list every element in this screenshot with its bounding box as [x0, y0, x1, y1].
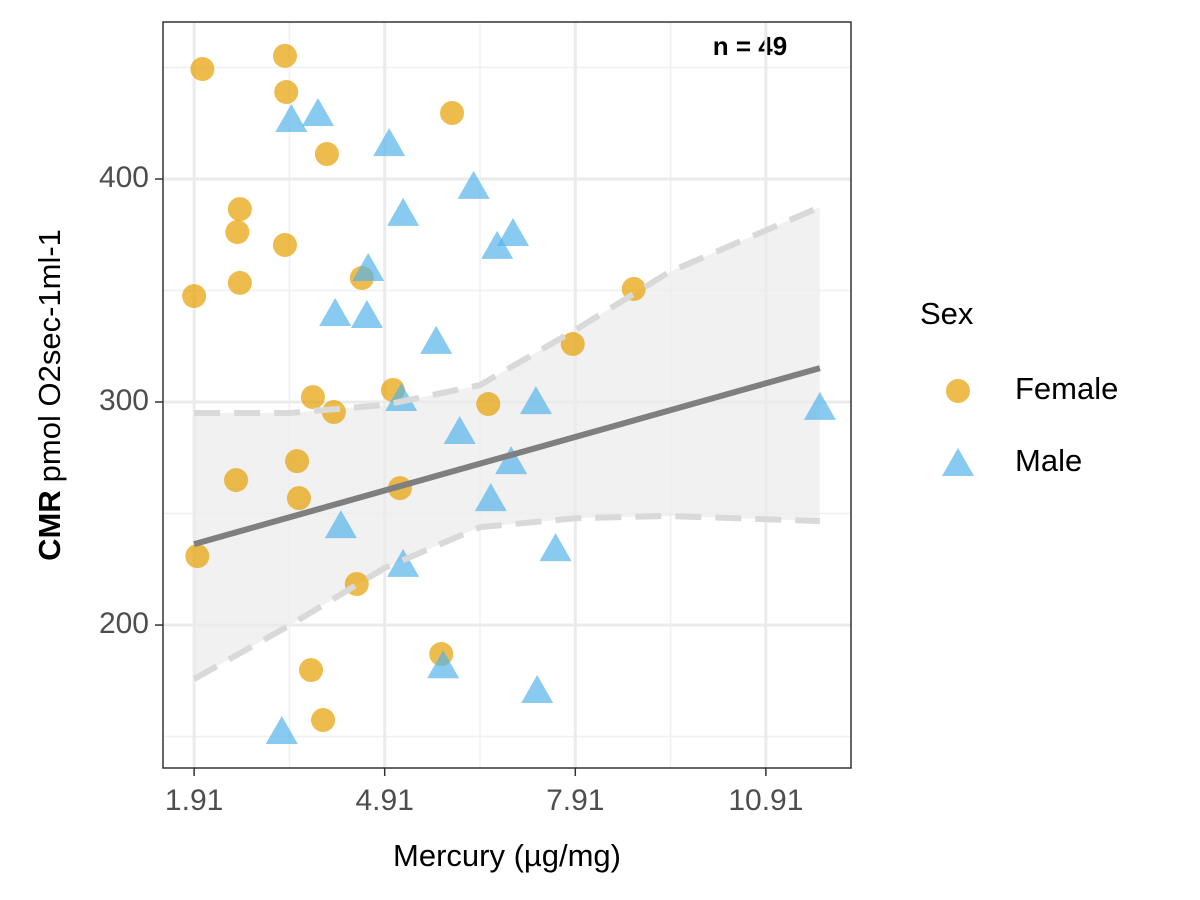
legend-title: Sex: [920, 296, 974, 331]
point: [182, 284, 207, 309]
x-tick-label: 4.91: [356, 784, 414, 817]
x-axis-title: Mercury (µg/mg): [393, 838, 621, 873]
point: [443, 416, 476, 445]
legend-marker: [942, 448, 974, 476]
point: [420, 325, 453, 354]
point: [314, 142, 339, 167]
point: [427, 650, 460, 679]
point: [227, 197, 252, 222]
point: [299, 658, 324, 683]
x-tick-label: 7.91: [546, 784, 604, 817]
point: [497, 217, 530, 246]
confidence-band: [194, 207, 820, 680]
legend-marker: [946, 379, 970, 403]
y-tick-label: 300: [99, 384, 149, 417]
point: [521, 674, 554, 703]
point: [373, 128, 406, 157]
annotation: n = 49: [713, 31, 787, 61]
point: [224, 468, 249, 493]
legend-label: Female: [1015, 371, 1118, 406]
point: [311, 708, 336, 733]
point: [495, 446, 528, 475]
point: [387, 548, 420, 577]
y-tick-label: 400: [99, 161, 149, 194]
point: [265, 715, 298, 744]
point: [324, 510, 357, 539]
point: [560, 332, 585, 357]
point: [274, 80, 299, 105]
point: [803, 391, 836, 420]
point: [227, 270, 252, 295]
point: [350, 300, 383, 329]
point: [286, 486, 311, 511]
legend-label: Male: [1015, 443, 1082, 478]
y-axis-title-rest: pmol O2sec-1ml-1: [32, 229, 67, 482]
point: [440, 100, 465, 125]
y-axis-title-bold: CMR: [32, 490, 67, 561]
point: [319, 298, 352, 327]
panel-border: [162, 21, 852, 769]
point: [457, 170, 490, 199]
point: [185, 544, 210, 569]
point: [225, 220, 250, 245]
point: [519, 386, 552, 415]
fit-line: [193, 365, 821, 547]
point: [275, 104, 308, 133]
ci-upper-line: [194, 204, 822, 416]
x-tick-label: 10.91: [728, 784, 803, 817]
x-tick-label: 1.91: [165, 784, 223, 817]
point: [474, 483, 507, 512]
point: [272, 233, 297, 258]
point: [476, 392, 501, 417]
ci-lower-line: [192, 512, 820, 682]
point: [300, 385, 325, 410]
y-axis-title: CMR pmol O2sec-1ml-1: [32, 229, 67, 561]
point: [302, 97, 335, 126]
point: [387, 197, 420, 226]
y-tick-label: 200: [99, 607, 149, 640]
point: [285, 449, 310, 474]
point: [539, 533, 572, 562]
point: [352, 252, 385, 281]
point: [190, 57, 215, 82]
point: [481, 230, 514, 259]
point: [272, 43, 297, 68]
point: [385, 383, 418, 412]
